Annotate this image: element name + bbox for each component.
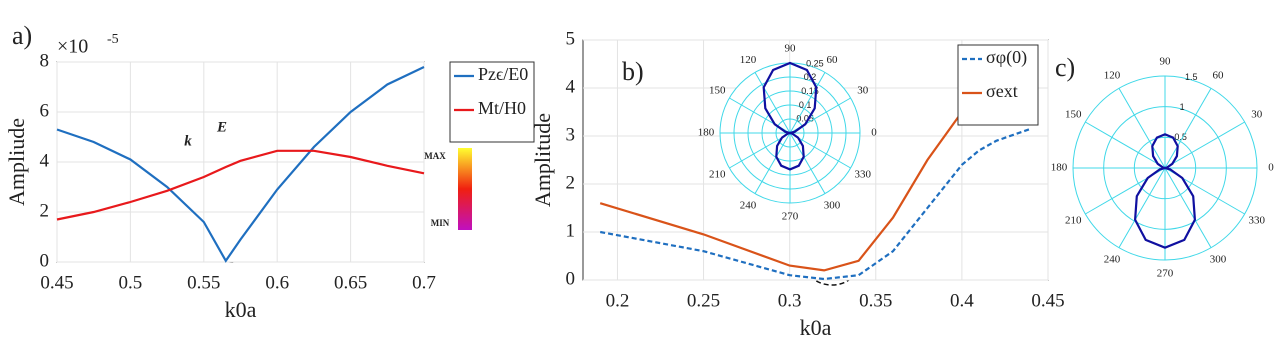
- arrow-label: E: [216, 119, 227, 135]
- x-tick-label: 0.7: [412, 272, 436, 293]
- polar-spoke: [729, 132, 791, 169]
- y-tick-label: 0: [566, 268, 576, 289]
- theta-tick-label: 300: [824, 199, 841, 211]
- panel-label: c): [1055, 53, 1075, 82]
- theta-tick-label: 270: [1157, 268, 1174, 280]
- y-tick-label: 8: [40, 50, 50, 71]
- colorbar-label: MIN: [431, 218, 450, 228]
- theta-tick-label: 240: [740, 199, 757, 211]
- r-tick-label: 0.05: [796, 114, 814, 124]
- y-tick-label: 6: [40, 100, 50, 121]
- x-tick-label: 0.65: [334, 272, 367, 293]
- theta-tick-label: 180: [698, 127, 715, 139]
- theta-tick-label: 180: [1051, 162, 1068, 174]
- x-tick-label: 0.2: [606, 290, 630, 311]
- series-line: [56, 149, 425, 221]
- theta-tick-label: 240: [1104, 253, 1121, 265]
- polar-spoke: [754, 72, 791, 134]
- x-tick-label: 0.4: [950, 290, 974, 311]
- theta-tick-label: 120: [740, 54, 757, 66]
- polar-spoke: [789, 132, 826, 194]
- x-tick-label: 0.45: [1031, 290, 1064, 311]
- r-tick-label: 1: [1180, 102, 1185, 112]
- theta-tick-label: 60: [827, 54, 839, 66]
- r-tick-label: 0.15: [801, 86, 819, 96]
- theta-tick-label: 90: [1160, 56, 1172, 68]
- polar-spoke: [1164, 121, 1245, 169]
- polar-curve: [762, 61, 818, 171]
- polar-spoke: [1164, 167, 1212, 248]
- theta-tick-label: 30: [1251, 109, 1263, 121]
- y-tick-label: 2: [40, 200, 50, 221]
- colorbar: [458, 148, 472, 230]
- legend-label: Mt/H0: [478, 98, 526, 118]
- panel-label: b): [622, 57, 644, 86]
- series-line: [56, 66, 425, 263]
- series-line: [599, 127, 1032, 281]
- axis-multiplier-exponent: -5: [107, 32, 119, 47]
- theta-tick-label: 90: [785, 43, 797, 55]
- x-axis-label: k0a: [800, 315, 832, 340]
- y-tick-label: 4: [566, 76, 576, 97]
- x-tick-label: 0.45: [40, 272, 73, 293]
- x-tick-label: 0.6: [265, 272, 289, 293]
- x-tick-label: 0.35: [859, 290, 892, 311]
- axis-multiplier: ×10: [57, 36, 88, 58]
- theta-tick-label: 0: [871, 127, 877, 139]
- polar-spoke: [1085, 121, 1166, 169]
- colorbar-label: MAX: [424, 151, 446, 161]
- r-tick-label: 0.5: [1174, 132, 1187, 142]
- polar-spoke: [789, 132, 851, 169]
- x-tick-label: 0.3: [778, 290, 802, 311]
- arrow-label: k: [184, 133, 192, 149]
- polar-spoke: [789, 72, 826, 134]
- polar-spoke: [1118, 88, 1166, 169]
- y-tick-label: 3: [566, 124, 576, 145]
- x-tick-label: 0.25: [687, 290, 720, 311]
- theta-tick-label: 210: [1065, 215, 1082, 227]
- legend-label: σφ(0): [986, 47, 1027, 68]
- r-tick-label: 0.1: [799, 100, 812, 110]
- theta-tick-label: 330: [1249, 215, 1266, 227]
- y-axis-label: Ampliude: [4, 118, 29, 206]
- y-tick-label: 2: [566, 172, 576, 193]
- polar-spoke: [1118, 167, 1166, 248]
- theta-tick-label: 210: [709, 169, 726, 181]
- theta-tick-label: 300: [1210, 253, 1227, 265]
- theta-tick-label: 150: [709, 85, 726, 97]
- panel-label: a): [12, 21, 32, 50]
- r-tick-label: 0.25: [806, 58, 824, 68]
- y-tick-label: 4: [40, 150, 50, 171]
- theta-tick-label: 0: [1268, 162, 1274, 174]
- theta-tick-label: 270: [782, 211, 799, 223]
- theta-tick-label: 30: [857, 85, 869, 97]
- polar-curve: [1133, 133, 1197, 249]
- y-tick-label: 5: [566, 28, 576, 49]
- r-tick-label: 1.5: [1185, 72, 1198, 82]
- x-tick-label: 0.55: [187, 272, 220, 293]
- y-tick-label: 0: [40, 250, 50, 271]
- theta-tick-label: 60: [1213, 70, 1225, 82]
- legend-label: Pzϵ/E0: [478, 64, 528, 84]
- y-axis-label: Amplitude: [530, 113, 555, 207]
- y-tick-label: 1: [566, 220, 576, 241]
- x-tick-label: 0.5: [119, 272, 143, 293]
- polar-spoke: [1164, 88, 1212, 169]
- x-axis-label: k0a: [225, 297, 257, 322]
- legend-label: σext: [986, 81, 1018, 101]
- theta-tick-label: 120: [1104, 70, 1121, 82]
- theta-tick-label: 330: [854, 169, 871, 181]
- polar-spoke: [754, 132, 791, 194]
- theta-tick-label: 150: [1065, 109, 1082, 121]
- series-line: [599, 87, 980, 272]
